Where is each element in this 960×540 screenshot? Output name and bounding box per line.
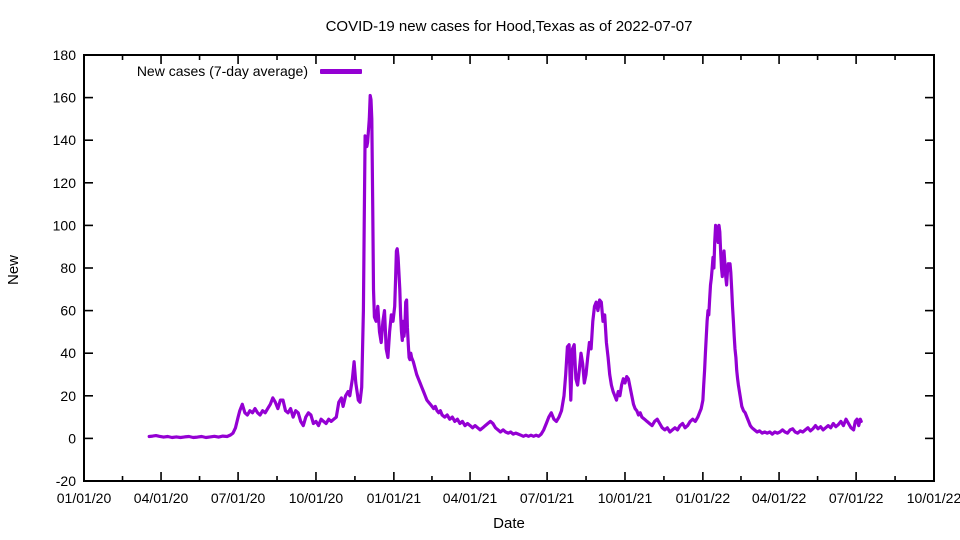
plot-border bbox=[83, 54, 935, 482]
y-tick-label: 120 bbox=[53, 175, 77, 191]
chart-title: COVID-19 new cases for Hood,Texas as of … bbox=[325, 18, 693, 35]
x-tick-label: 01/01/21 bbox=[367, 490, 422, 506]
x-tick-label: 07/01/22 bbox=[829, 490, 884, 506]
x-tick-label: 07/01/21 bbox=[520, 490, 575, 506]
x-tick-label: 10/01/20 bbox=[289, 490, 344, 506]
y-tick-label: -20 bbox=[56, 473, 76, 489]
x-tick-label: 01/01/20 bbox=[57, 490, 112, 506]
y-tick-label: 80 bbox=[60, 260, 76, 276]
y-tick-label: 60 bbox=[60, 303, 76, 319]
x-tick-label: 01/01/22 bbox=[676, 490, 731, 506]
x-tick-label: 10/01/21 bbox=[598, 490, 653, 506]
legend: New cases (7-day average) bbox=[84, 62, 362, 80]
y-tick-label: 40 bbox=[60, 345, 76, 361]
x-tick-label: 07/01/20 bbox=[211, 490, 266, 506]
x-tick-label: 04/01/22 bbox=[752, 490, 807, 506]
y-tick-label: 20 bbox=[60, 388, 76, 404]
x-tick-label: 10/01/22 bbox=[907, 490, 960, 506]
y-tick-label: 100 bbox=[53, 217, 77, 233]
y-tick-label: 0 bbox=[68, 430, 76, 446]
x-tick-label: 04/01/21 bbox=[443, 490, 498, 506]
x-axis-title: Date bbox=[493, 515, 525, 532]
data-line-new-cases bbox=[147, 93, 863, 440]
legend-line-sample bbox=[320, 68, 362, 74]
y-tick-label: 160 bbox=[53, 90, 77, 106]
y-tick-label: 180 bbox=[53, 47, 77, 63]
x-tick-label: 04/01/20 bbox=[134, 490, 189, 506]
legend-label: New cases (7-day average) bbox=[136, 63, 308, 79]
y-tick-label: 140 bbox=[53, 132, 77, 148]
